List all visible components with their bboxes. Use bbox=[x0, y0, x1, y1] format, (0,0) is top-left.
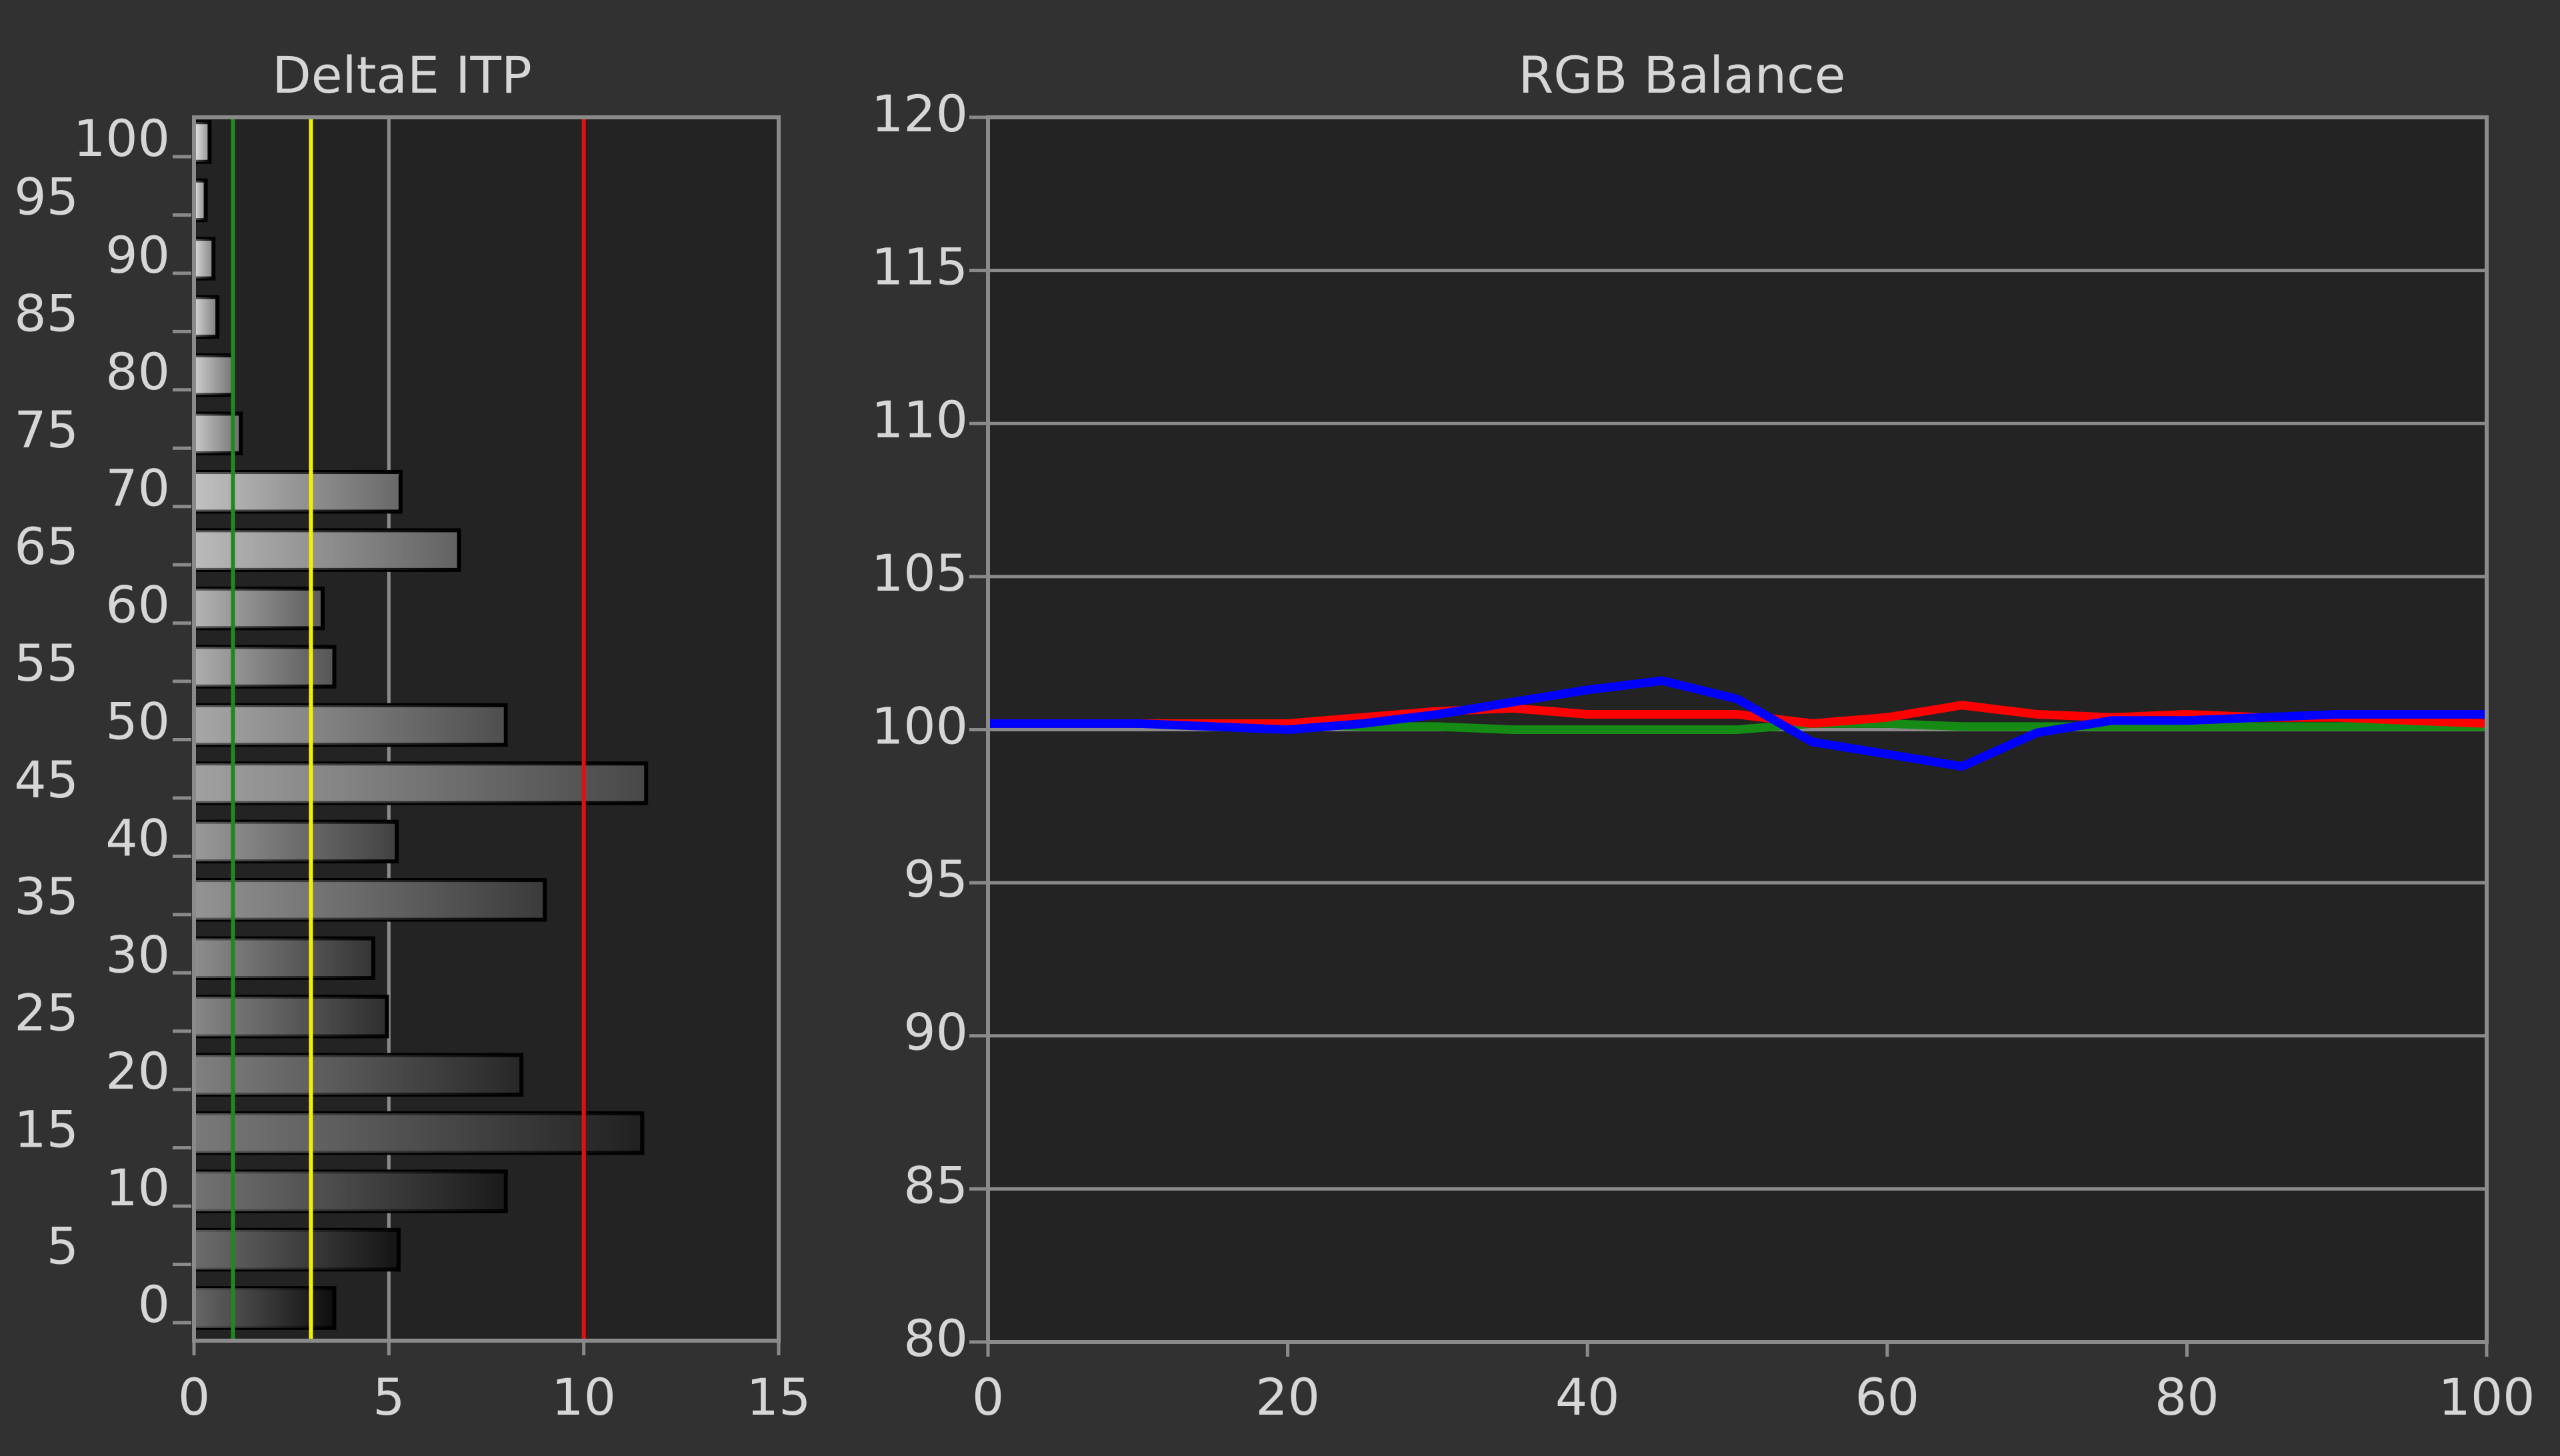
x-tick-label: 10 bbox=[551, 1367, 616, 1427]
chart-title: DeltaE ITP bbox=[272, 45, 532, 105]
bar-shade bbox=[194, 880, 545, 920]
y-tick-label: 50 bbox=[105, 691, 170, 751]
bar-shade bbox=[194, 471, 401, 512]
x-tick-label: 80 bbox=[2155, 1367, 2219, 1427]
y-tick-label: 10 bbox=[105, 1158, 170, 1217]
bar-shade bbox=[194, 1055, 522, 1095]
y-tick-label: 100 bbox=[871, 696, 968, 755]
bar-shade bbox=[194, 938, 373, 979]
bar-shade bbox=[194, 530, 459, 570]
bar-shade bbox=[194, 997, 387, 1037]
y-tick-label: 45 bbox=[14, 750, 79, 809]
y-tick-label: 65 bbox=[14, 517, 79, 576]
bar-shade bbox=[194, 705, 506, 745]
y-tick-label: 30 bbox=[105, 925, 170, 984]
bar-shade bbox=[194, 763, 647, 803]
y-tick-label: 90 bbox=[105, 225, 170, 285]
x-tick-label: 60 bbox=[1855, 1367, 1919, 1427]
y-tick-label: 80 bbox=[105, 342, 170, 401]
bar-shade bbox=[194, 297, 218, 337]
y-tick-label: 75 bbox=[14, 400, 79, 459]
x-tick-label: 15 bbox=[747, 1367, 811, 1427]
y-tick-label: 100 bbox=[73, 109, 170, 168]
x-tick-label: 0 bbox=[178, 1367, 210, 1427]
bar-shade bbox=[194, 588, 323, 629]
x-tick-label: 5 bbox=[373, 1367, 405, 1427]
y-tick-label: 15 bbox=[14, 1100, 79, 1159]
y-tick-label: 90 bbox=[903, 1003, 968, 1062]
series-line bbox=[988, 676, 2487, 771]
bar-shade bbox=[194, 647, 335, 687]
y-tick-label: 55 bbox=[14, 633, 79, 693]
y-tick-label: 5 bbox=[47, 1217, 79, 1276]
x-tick-label: 20 bbox=[1255, 1367, 1320, 1427]
y-tick-label: 70 bbox=[105, 459, 170, 518]
y-tick-label: 95 bbox=[14, 167, 79, 226]
bar-shade bbox=[194, 355, 233, 395]
y-tick-label: 110 bbox=[871, 390, 968, 449]
bar-shade bbox=[194, 1229, 399, 1270]
y-tick-label: 115 bbox=[871, 237, 968, 297]
x-tick-label: 0 bbox=[972, 1367, 1004, 1427]
bar-shade bbox=[194, 821, 397, 862]
y-tick-label: 120 bbox=[871, 84, 968, 143]
x-tick-label: 100 bbox=[2438, 1367, 2535, 1427]
y-tick-label: 60 bbox=[105, 575, 170, 635]
plot-frame bbox=[192, 115, 781, 1343]
bar-shade bbox=[194, 180, 206, 221]
bar-shade bbox=[194, 1288, 335, 1328]
x-tick-label: 40 bbox=[1555, 1367, 1620, 1427]
y-tick-label: 0 bbox=[138, 1275, 170, 1334]
y-tick-label: 35 bbox=[14, 867, 79, 926]
y-tick-label: 105 bbox=[871, 543, 968, 603]
y-tick-label: 40 bbox=[105, 808, 170, 867]
y-tick-label: 80 bbox=[903, 1309, 968, 1368]
y-tick-label: 85 bbox=[903, 1155, 968, 1215]
y-tick-label: 25 bbox=[14, 983, 79, 1043]
y-tick-label: 20 bbox=[105, 1041, 170, 1101]
bar-shade bbox=[194, 1113, 643, 1153]
y-tick-label: 95 bbox=[903, 849, 968, 909]
y-tick-label: 85 bbox=[14, 283, 79, 343]
bar-shade bbox=[194, 122, 210, 162]
plot-frame bbox=[986, 115, 2489, 1344]
bar-shade bbox=[194, 1171, 506, 1211]
bar-shade bbox=[194, 239, 214, 279]
chart-title: RGB Balance bbox=[1518, 45, 1845, 105]
